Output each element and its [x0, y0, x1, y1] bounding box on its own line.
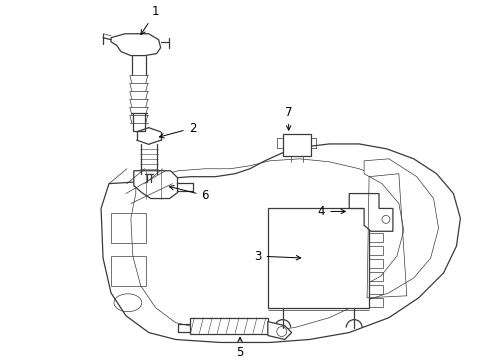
- Polygon shape: [282, 134, 310, 156]
- Text: 2: 2: [159, 122, 196, 138]
- Polygon shape: [101, 144, 460, 342]
- Text: 7: 7: [285, 106, 292, 130]
- Text: 3: 3: [254, 249, 300, 262]
- Text: 1: 1: [141, 5, 159, 35]
- Polygon shape: [134, 171, 177, 198]
- Polygon shape: [358, 159, 438, 303]
- Text: 5: 5: [236, 337, 243, 359]
- Text: 6: 6: [169, 185, 208, 202]
- Polygon shape: [267, 321, 291, 339]
- Text: 4: 4: [317, 205, 345, 218]
- Polygon shape: [111, 34, 160, 55]
- Polygon shape: [267, 208, 368, 308]
- Polygon shape: [190, 318, 267, 333]
- Polygon shape: [348, 194, 392, 231]
